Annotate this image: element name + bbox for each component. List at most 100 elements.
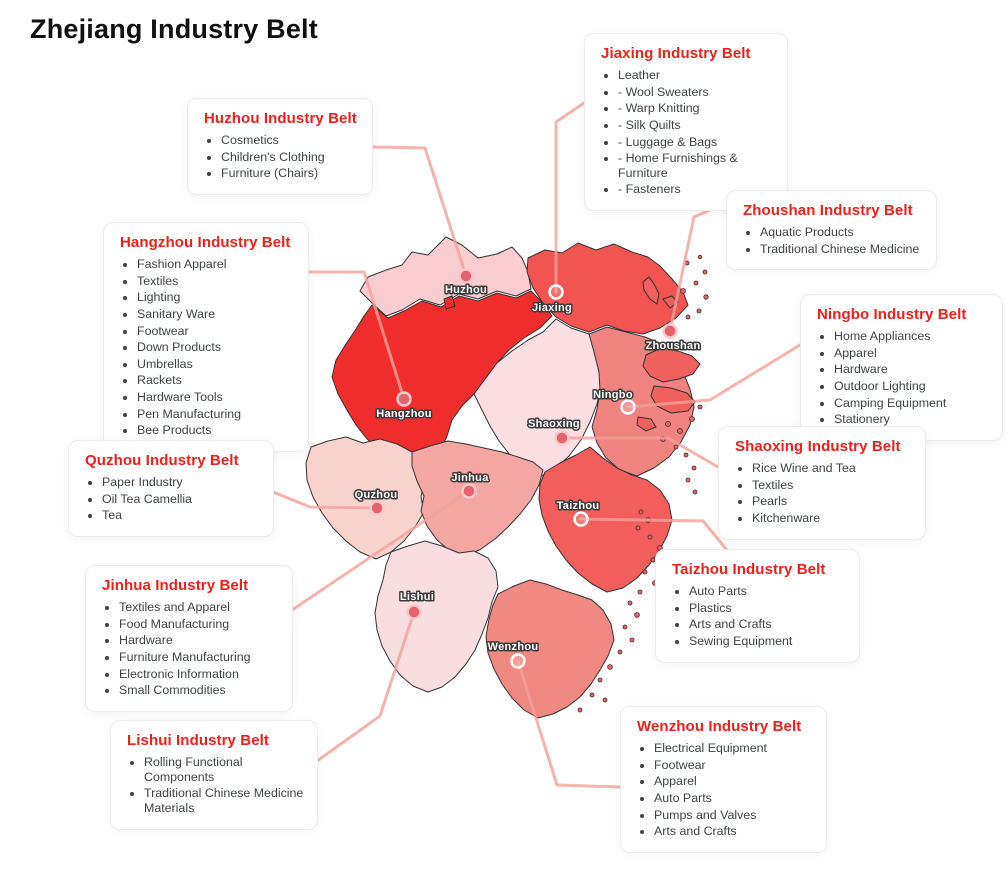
map-label-jinhua: Jinhua xyxy=(451,472,489,484)
map-label-quzhou: Quzhou xyxy=(355,489,398,501)
industry-item: Furniture (Chairs) xyxy=(221,166,360,181)
industry-item: Electrical Equipment xyxy=(654,741,814,756)
connector-line-shaoxing xyxy=(560,436,720,469)
map-marker-jiaxing xyxy=(548,284,564,300)
island-dot xyxy=(697,254,703,260)
island-shape xyxy=(642,347,701,383)
industry-item: Stationery xyxy=(834,412,990,427)
industry-item: Oil Tea Camellia xyxy=(102,492,261,507)
belt-title-wenzhou: Wenzhou Industry Belt xyxy=(637,718,802,735)
island-dot xyxy=(673,444,679,450)
map-marker-lishui xyxy=(406,604,422,620)
island-dot xyxy=(683,452,689,458)
island-dot xyxy=(685,477,691,483)
map-label-taizhou: Taizhou xyxy=(557,500,600,512)
island-dot xyxy=(607,664,613,670)
belt-item-list-shaoxing: Rice Wine and Tea TextilesPearls Kitchenwa… xyxy=(735,461,913,526)
industry-item: Rice Wine and Tea xyxy=(752,461,913,476)
industry-item: Fashion Apparel xyxy=(137,257,296,272)
island-dot xyxy=(703,294,709,300)
region-jiaxing xyxy=(526,242,689,335)
industry-item: Auto Parts xyxy=(654,791,814,806)
map-label-shaoxing: Shaoxing xyxy=(528,418,580,430)
island-dot xyxy=(589,692,595,698)
region-jinhua xyxy=(411,440,544,557)
industry-item: - Fasteners xyxy=(618,182,775,197)
industry-item: Traditional Chinese Medicine Materials xyxy=(144,786,305,815)
belt-box-zhoushan: Zhoushan Industry Belt Aquatic Products Tr… xyxy=(726,190,937,271)
belt-box-huzhou: Huzhou Industry Belt Cosmetics Children's … xyxy=(187,98,373,195)
island-dot xyxy=(637,589,643,595)
island-shape xyxy=(662,295,679,309)
belt-item-list-wenzhou: Electrical Equipment FootwearApparel Auto … xyxy=(637,741,814,839)
belt-box-ningbo: Ningbo Industry Belt Home Appliances Appar… xyxy=(800,294,1003,441)
belt-title-lishui: Lishui Industry Belt xyxy=(127,732,270,749)
industry-item: Rolling Functional Components xyxy=(144,755,305,784)
industry-item: Textiles xyxy=(752,478,913,493)
industry-item: Arts and Crafts xyxy=(654,824,814,839)
map-marker-quzhou xyxy=(369,500,385,516)
industry-item: - Luggage & Bags xyxy=(618,135,775,150)
connector-line-hangzhou xyxy=(306,270,406,401)
industry-item: Textiles and Apparel xyxy=(119,600,280,615)
island-dot xyxy=(635,525,641,531)
belt-title-taizhou: Taizhou Industry Belt xyxy=(672,561,826,578)
island-shape xyxy=(650,385,696,414)
belt-item-list-taizhou: Auto Parts PlasticsArts and Crafts Sewing … xyxy=(672,584,847,649)
industry-item: Leather xyxy=(618,68,775,83)
map-marker-huzhou xyxy=(458,268,474,284)
belt-box-wenzhou: Wenzhou Industry Belt Electrical Equipmen… xyxy=(620,706,827,853)
industry-item: - Silk Quilts xyxy=(618,118,775,133)
industry-item: Auto Parts xyxy=(689,584,847,599)
island-dot xyxy=(617,649,623,655)
island-shape xyxy=(642,276,660,305)
island-dot xyxy=(665,421,671,427)
industry-item: Children's Clothing xyxy=(221,150,360,165)
belt-item-list-zhoushan: Aquatic Products Traditional Chinese Medi… xyxy=(743,225,924,256)
industry-item: Footwear xyxy=(654,758,814,773)
map-marker-hangzhou xyxy=(396,391,412,407)
map-label-jiaxing: Jiaxing xyxy=(532,302,572,314)
industry-item: Kitchenware xyxy=(752,511,913,526)
region-hangzhou xyxy=(331,290,553,471)
connector-line-wenzhou xyxy=(516,659,622,789)
industry-item: - Home Furnishings & Furniture xyxy=(618,151,775,180)
belt-item-list-huzhou: Cosmetics Children's ClothingFurniture (C… xyxy=(204,133,360,181)
island-dot xyxy=(642,569,648,575)
connector-line-ningbo xyxy=(626,343,802,409)
island-dot xyxy=(693,280,699,286)
belt-box-shaoxing: Shaoxing Industry Belt Rice Wine and Tea T… xyxy=(718,426,926,540)
map-marker-ningbo xyxy=(620,399,636,415)
island-dot xyxy=(634,612,640,618)
belt-title-jinhua: Jinhua Industry Belt xyxy=(102,577,249,594)
industry-item: Camping Equipment xyxy=(834,396,990,411)
belt-title-quzhou: Quzhou Industry Belt xyxy=(85,452,239,469)
industry-item: Sewing Equipment xyxy=(689,634,847,649)
belt-title-zhoushan: Zhoushan Industry Belt xyxy=(743,202,913,219)
belt-box-jiaxing: Jiaxing Industry Belt Leather - Wool Sweat… xyxy=(584,33,788,211)
industry-item: Small Commodities xyxy=(119,683,280,698)
industry-item: Rackets xyxy=(137,373,296,388)
island-dot xyxy=(697,404,703,410)
region-hangzhou-north-tip xyxy=(443,295,456,310)
connector-line-jiaxing xyxy=(554,101,586,294)
industry-item: Aquatic Products xyxy=(760,225,924,240)
connector-line-taizhou xyxy=(579,517,729,552)
island-shape xyxy=(636,416,657,432)
belt-title-huzhou: Huzhou Industry Belt xyxy=(204,110,357,127)
belt-item-list-lishui: Rolling Functional ComponentsTraditional… xyxy=(127,755,305,816)
island-dot xyxy=(702,269,708,275)
industry-item: Outdoor Lighting xyxy=(834,379,990,394)
map-label-zhoushan: Zhoushan xyxy=(646,340,701,352)
belt-box-lishui: Lishui Industry Belt Rolling Functional C… xyxy=(110,720,318,830)
belt-title-jiaxing: Jiaxing Industry Belt xyxy=(601,45,751,62)
map-marker-jinhua xyxy=(461,483,477,499)
industry-item: Food Manufacturing xyxy=(119,617,280,632)
belt-box-taizhou: Taizhou Industry Belt Auto Parts PlasticsA… xyxy=(655,549,860,663)
industry-item: Hardware Tools xyxy=(137,390,296,405)
region-lishui xyxy=(374,540,499,693)
belt-item-list-ningbo: Home Appliances ApparelHardware Outdoor Li… xyxy=(817,329,990,427)
belt-box-quzhou: Quzhou Industry Belt Paper Industry Oil Te… xyxy=(68,440,274,537)
industry-item: Sanitary Ware xyxy=(137,307,296,322)
map-marker-taizhou xyxy=(573,511,589,527)
